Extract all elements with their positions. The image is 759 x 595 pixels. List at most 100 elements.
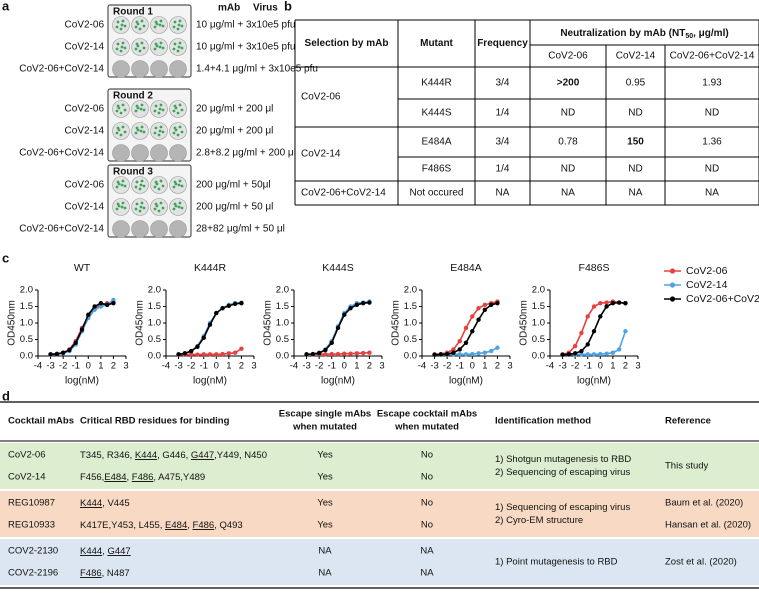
well: [131, 16, 149, 34]
x-tick-label: -4: [34, 361, 42, 372]
well: [112, 122, 130, 140]
data-point: [342, 312, 347, 317]
plaque: [180, 130, 184, 134]
plaque: [120, 183, 124, 187]
plaque: [134, 47, 138, 51]
reference: This study: [665, 461, 709, 472]
plaque: [178, 201, 182, 205]
plaque: [142, 130, 146, 134]
plaque: [159, 125, 163, 129]
x-tick-label: -3: [302, 361, 310, 372]
y-axis-label: OD450nm: [135, 300, 146, 346]
y-tick-label: 1.0: [404, 318, 417, 329]
residue-text: F456,: [80, 472, 104, 483]
x-tick-label: 3: [379, 361, 384, 372]
cocktail-mab: COV2-2130: [8, 546, 58, 557]
table-header: when mutated: [292, 422, 357, 433]
neutralization-value: ND: [561, 164, 575, 175]
plaque: [140, 41, 144, 45]
escape-single: NA: [318, 546, 332, 557]
plaque: [134, 131, 138, 135]
data-point: [457, 347, 462, 352]
data-point: [73, 340, 78, 345]
legend-label: CoV2-14: [686, 279, 728, 291]
data-point: [195, 344, 200, 349]
data-point: [335, 351, 341, 357]
plaque: [136, 128, 140, 132]
x-tick-label: -4: [290, 361, 298, 372]
data-point: [335, 325, 341, 331]
legend-marker: [669, 268, 676, 274]
x-axis-label: log(nM): [193, 376, 227, 387]
residues: K444, V445: [80, 498, 130, 509]
plaque: [123, 24, 127, 28]
plaque: [154, 104, 158, 108]
data-point: [598, 314, 603, 319]
data-point: [182, 351, 188, 356]
well: [150, 198, 168, 216]
plaque: [136, 22, 140, 26]
data-point: [239, 301, 244, 306]
round-title: Round 1: [113, 7, 153, 18]
legend-label: CoV2-06+CoV2-14: [686, 293, 759, 305]
data-point: [367, 300, 372, 305]
residue-text: G447: [107, 546, 130, 557]
plaque: [134, 207, 138, 211]
data-point: [86, 312, 91, 317]
table-header: Frequency: [477, 38, 528, 49]
x-tick-label: -2: [59, 361, 67, 372]
y-tick-label: 1.0: [276, 318, 289, 329]
well: [150, 220, 168, 238]
x-tick-label: 2: [239, 361, 244, 372]
plaque: [158, 23, 162, 27]
escape-single: Yes: [317, 520, 333, 531]
data-point: [598, 351, 603, 357]
plaque: [172, 109, 176, 113]
plaque: [140, 19, 144, 23]
table-subheader: CoV2-06+CoV2-14: [670, 51, 755, 62]
plaque: [121, 41, 125, 45]
condition-label: 2.8+8.2 μg/ml + 200 μl: [196, 148, 296, 159]
condition-label: 10 μg/ml + 3x10e5 pfu: [196, 42, 295, 53]
data-point: [470, 329, 475, 334]
plaque: [135, 180, 139, 184]
neutralization-value: ND: [628, 108, 642, 119]
identification-method: 1) Point mutagenesis to RBD: [495, 557, 618, 568]
plaque: [119, 133, 123, 137]
plaque: [142, 206, 146, 210]
plaque: [159, 103, 163, 107]
neutralization-value: 150: [627, 137, 644, 148]
plaque: [159, 19, 163, 23]
data-point: [616, 300, 622, 305]
well: [169, 122, 187, 140]
plaque: [140, 201, 144, 205]
header-part: Neutralization by mAb (NT: [560, 28, 685, 39]
neutralization-value: ND: [705, 164, 719, 175]
plaque: [159, 179, 163, 183]
neutralization-value: NA: [629, 188, 643, 199]
plaque: [176, 49, 180, 53]
data-point: [220, 305, 225, 311]
round-title: Round 2: [113, 91, 153, 102]
escape-single: NA: [318, 568, 332, 579]
selection: CoV2-14: [301, 149, 341, 160]
y-tick-label: 2.0: [404, 285, 417, 296]
residue-text: ,: [102, 546, 107, 557]
x-axis-label: log(nM): [321, 376, 355, 387]
frequency: 1/4: [496, 108, 510, 119]
plaque: [157, 187, 161, 191]
plaque: [139, 129, 143, 133]
plaque: [119, 49, 123, 53]
x-tick-label: 0: [86, 361, 91, 372]
residue-text: , G446,: [157, 450, 191, 461]
selection: CoV2-06: [301, 92, 341, 103]
data-point: [591, 304, 597, 309]
data-point: [48, 352, 53, 357]
plaque: [123, 184, 127, 188]
residues: K417E,Y453, L455, E484, F486, Q493: [80, 520, 243, 531]
identification-method: 1) Sequencing of escaping virus: [495, 502, 630, 513]
well: [150, 176, 168, 194]
frequency: NA: [496, 188, 510, 199]
y-tick-label: 0.5: [148, 334, 161, 345]
neutralization-value: ND: [628, 164, 642, 175]
